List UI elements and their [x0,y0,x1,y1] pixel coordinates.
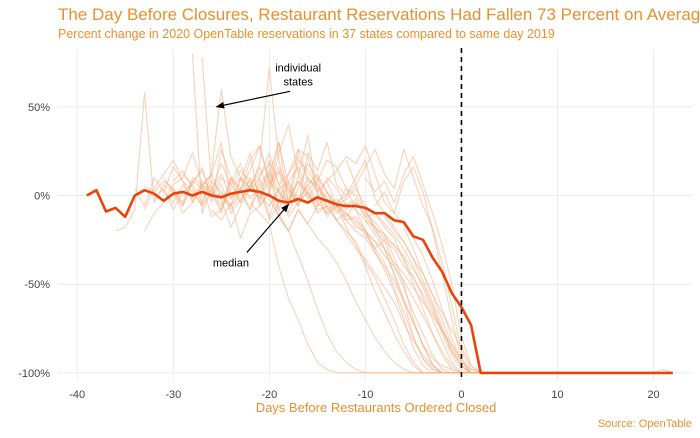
y-tick-label: -50% [24,279,50,291]
state-series-line [403,227,673,374]
annotation-arrow [215,90,291,109]
annotation-label: median [213,257,249,269]
state-series-line [374,191,673,374]
state-lines [115,53,673,374]
state-series-line [182,145,673,374]
annotation-arrow [246,203,290,253]
annotation-label: states [283,76,313,88]
x-tick-label: 20 [647,389,659,401]
median-line-group [86,188,673,375]
y-tick-label: -100% [18,368,50,380]
axes: -40 -30 -20 -10 0 10 20 50% 0% -50% -100% [18,48,660,401]
state-series-line [115,92,673,374]
x-tick-label: -40 [69,389,85,401]
state-series-line [268,198,673,374]
x-tick-label: -30 [165,389,181,401]
x-axis-label: Days Before Restaurants Ordered Closed [256,400,497,415]
median-series-line [86,188,673,375]
chart-title: The Day Before Closures, Restaurant Rese… [58,5,700,24]
y-tick-label: 0% [34,190,50,202]
annotations: individual states median [213,62,321,269]
source-note: Source: OpenTable [597,418,692,430]
x-tick-label: 10 [551,389,563,401]
chart-subtitle: Percent change in 2020 OpenTable reserva… [58,27,555,41]
x-tick-label: -20 [261,389,277,401]
annotation-label: individual [275,62,321,74]
x-tick-label: 0 [458,389,464,401]
state-series-line [364,155,673,374]
x-tick-label: -10 [357,389,373,401]
state-series-line [288,141,673,374]
state-series-line [163,173,673,374]
state-series-line [163,67,673,374]
y-tick-label: 50% [28,102,50,114]
